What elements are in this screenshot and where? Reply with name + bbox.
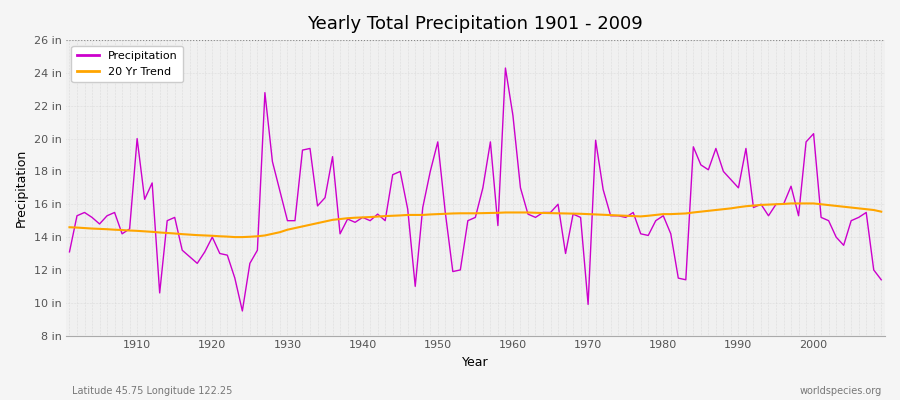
Y-axis label: Precipitation: Precipitation [15,149,28,227]
Title: Yearly Total Precipitation 1901 - 2009: Yearly Total Precipitation 1901 - 2009 [308,15,644,33]
Legend: Precipitation, 20 Yr Trend: Precipitation, 20 Yr Trend [71,46,184,82]
Text: Latitude 45.75 Longitude 122.25: Latitude 45.75 Longitude 122.25 [72,386,232,396]
Text: worldspecies.org: worldspecies.org [800,386,882,396]
X-axis label: Year: Year [462,356,489,369]
